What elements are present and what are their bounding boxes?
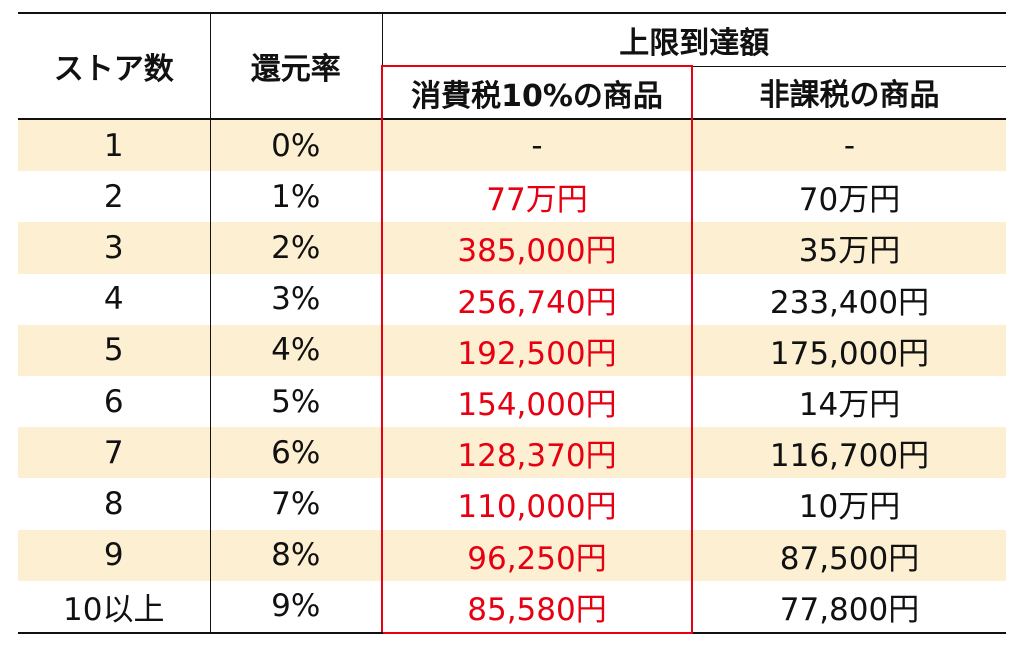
cell-stores: 4 [18,273,210,325]
table-row: 4 3% 256,740円 233,400円 [18,273,1006,325]
cell-rate: 4% [209,324,382,376]
table-row: 5 4% 192,500円 175,000円 [18,324,1006,376]
cell-rate: 1% [209,171,382,223]
cell-stores: 8 [18,478,210,530]
cell-untaxed: 77,800円 [692,580,1006,634]
cell-taxed: 110,000円 [381,478,693,530]
header-untaxed: 非課税の商品 [692,66,1006,119]
cell-untaxed: 10万円 [692,478,1006,530]
table-header: ストア数 還元率 上限到達額 消費税10%の商品 非課税の商品 [18,13,1006,119]
cell-untaxed: 175,000円 [692,324,1006,376]
cell-rate: 6% [209,427,382,479]
header-rate: 還元率 [209,13,382,119]
cell-stores: 9 [18,529,210,581]
cell-taxed: - [381,119,693,172]
table-row: 2 1% 77万円 70万円 [18,171,1006,223]
table-row: 3 2% 385,000円 35万円 [18,222,1006,274]
cell-rate: 8% [209,529,382,581]
cell-untaxed: 70万円 [692,171,1006,223]
table-row: 6 5% 154,000円 14万円 [18,375,1006,428]
reward-limit-table-container: ストア数 還元率 上限到達額 消費税10%の商品 非課税の商品 1 0% - -… [18,12,1006,634]
cell-stores: 2 [18,171,210,223]
cell-rate: 5% [209,375,382,428]
cell-taxed: 85,580円 [381,580,693,634]
table-row: 10以上 9% 85,580円 77,800円 [18,580,1006,634]
cell-rate: 9% [209,580,382,634]
cell-stores: 10以上 [18,580,210,634]
table-row: 9 8% 96,250円 87,500円 [18,529,1006,581]
table-row: 8 7% 110,000円 10万円 [18,478,1006,530]
cell-taxed: 77万円 [381,171,693,223]
cell-untaxed: 35万円 [692,222,1006,274]
header-stores: ストア数 [18,13,210,119]
header-taxed: 消費税10%の商品 [381,65,693,119]
cell-untaxed: 87,500円 [692,529,1006,581]
cell-taxed: 256,740円 [381,273,693,325]
cell-untaxed: 14万円 [692,375,1006,428]
cell-stores: 1 [18,119,210,172]
cell-rate: 7% [209,478,382,530]
cell-rate: 3% [209,273,382,325]
cell-rate: 0% [209,119,382,172]
cell-taxed: 128,370円 [381,427,693,479]
cell-untaxed: - [692,119,1006,172]
cell-stores: 3 [18,222,210,274]
cell-taxed: 96,250円 [381,529,693,581]
cell-untaxed: 233,400円 [692,273,1006,325]
cell-taxed: 154,000円 [381,375,693,428]
table-body: 1 0% - - 2 1% 77万円 70万円 3 2% 385,000円 35… [18,119,1006,634]
cell-rate: 2% [209,222,382,274]
cell-stores: 5 [18,324,210,376]
cell-taxed: 385,000円 [381,222,693,274]
reward-limit-table: ストア数 還元率 上限到達額 消費税10%の商品 非課税の商品 1 0% - -… [18,12,1006,634]
table-row: 7 6% 128,370円 116,700円 [18,427,1006,479]
cell-taxed: 192,500円 [381,324,693,376]
table-row: 1 0% - - [18,119,1006,172]
cell-untaxed: 116,700円 [692,427,1006,479]
cell-stores: 7 [18,427,210,479]
header-limit: 上限到達額 [381,13,1006,67]
cell-stores: 6 [18,375,210,428]
